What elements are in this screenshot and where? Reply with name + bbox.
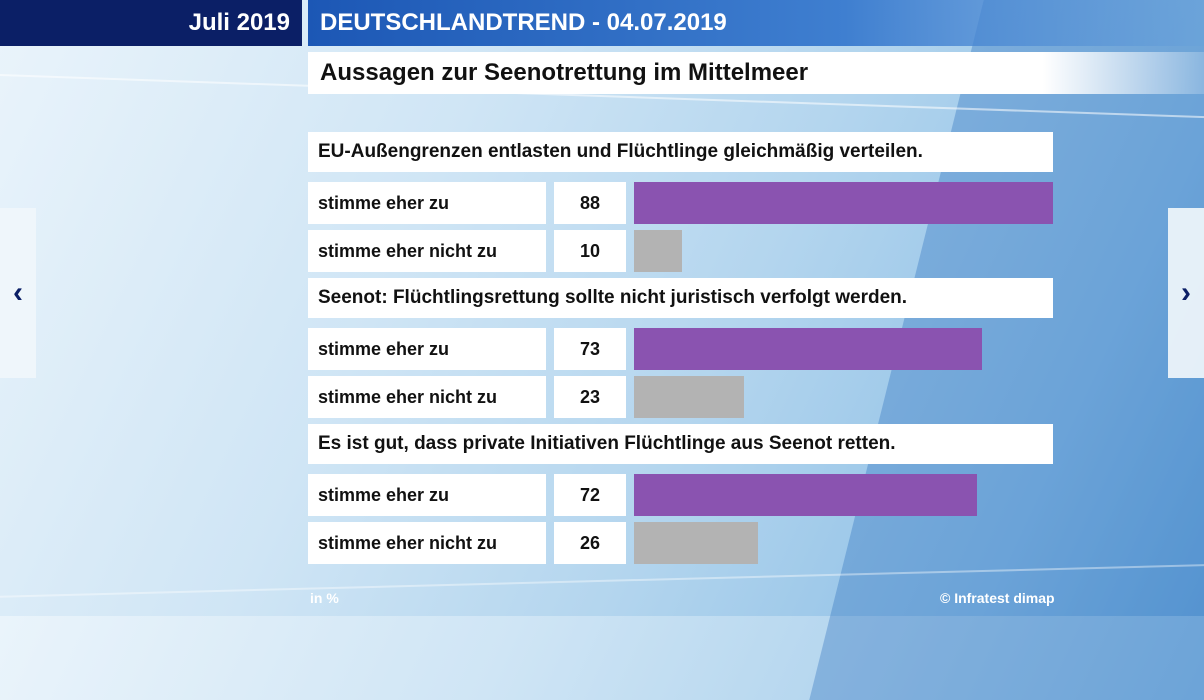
previous-arrow-icon[interactable]: ‹: [0, 208, 36, 378]
answer-label: stimme eher zu: [308, 182, 546, 224]
answer-label: stimme eher zu: [308, 474, 546, 516]
date-tag: Juli 2019: [0, 0, 302, 46]
bar-disagree: [634, 230, 682, 272]
bar-agree: [634, 182, 1053, 224]
data-label: 72: [554, 474, 626, 516]
data-label: 23: [554, 376, 626, 418]
answer-label: stimme eher nicht zu: [308, 522, 546, 564]
unit-note: in %: [310, 590, 339, 606]
statement-label: Seenot: Flüchtlingsrettung sollte nicht …: [308, 278, 1053, 318]
answer-label: stimme eher zu: [308, 328, 546, 370]
data-label: 10: [554, 230, 626, 272]
statement-label: EU-Außengrenzen entlasten und Flüchtling…: [308, 132, 1053, 172]
bar-disagree: [634, 522, 758, 564]
statement-label: Es ist gut, dass private Initiativen Flü…: [308, 424, 1053, 464]
bar-agree: [634, 328, 982, 370]
answer-label: stimme eher nicht zu: [308, 230, 546, 272]
bar-agree: [634, 474, 977, 516]
source-credit: © Infratest dimap: [940, 590, 1055, 606]
data-label: 26: [554, 522, 626, 564]
bar-disagree: [634, 376, 744, 418]
data-label: 88: [554, 182, 626, 224]
data-label: 73: [554, 328, 626, 370]
chart-title: DEUTSCHLANDTREND - 04.07.2019: [308, 0, 1204, 46]
answer-label: stimme eher nicht zu: [308, 376, 546, 418]
chart-subtitle: Aussagen zur Seenotrettung im Mittelmeer: [308, 52, 1204, 94]
next-arrow-icon[interactable]: ›: [1168, 208, 1204, 378]
